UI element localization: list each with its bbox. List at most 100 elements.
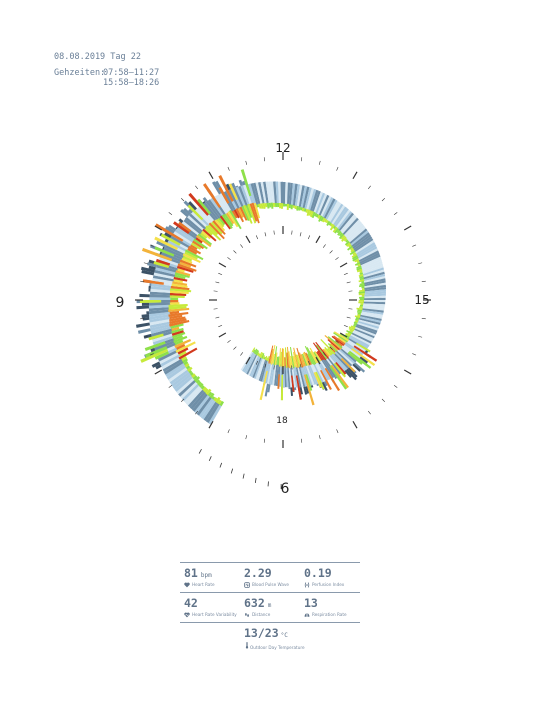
activity-bar — [327, 336, 343, 349]
activity-bar — [358, 293, 365, 296]
tick-mark — [381, 197, 386, 202]
activity-bar — [361, 286, 365, 289]
activity-bar — [350, 247, 354, 251]
activity-bar — [258, 353, 261, 357]
tick-mark — [346, 281, 351, 284]
spiral-segment — [362, 305, 385, 309]
activity-bar — [205, 388, 212, 396]
spiral-segment — [346, 338, 366, 353]
spiral-segment — [339, 214, 356, 233]
tick-mark — [227, 166, 230, 171]
tick-mark — [227, 257, 231, 261]
activity-bar — [338, 233, 345, 240]
activity-bar — [347, 332, 352, 336]
activity-bar — [210, 221, 223, 235]
activity-bar — [245, 204, 253, 219]
tick-mark — [180, 398, 185, 403]
tick-mark — [393, 384, 398, 388]
activity-bar — [211, 396, 216, 400]
activity-bar — [346, 242, 351, 247]
spiral-segment — [249, 355, 260, 377]
activity-bar — [320, 216, 325, 222]
activity-bar — [233, 209, 240, 219]
intensity-bar — [347, 367, 358, 378]
activity-bar — [359, 275, 364, 279]
spiral-segment — [167, 240, 189, 253]
activity-bar — [303, 208, 307, 212]
intensity-bar — [165, 226, 175, 234]
tick-mark — [335, 257, 339, 261]
intensity-bar — [141, 269, 155, 276]
activity-bar — [300, 354, 306, 367]
spiral-segment — [252, 356, 262, 379]
activity-bar — [332, 226, 338, 233]
spiral-segment — [149, 302, 172, 306]
activity-bar — [308, 210, 313, 216]
spiral-segment — [300, 185, 308, 208]
activity-bar — [354, 315, 361, 319]
activity-bar — [227, 211, 239, 228]
activity-bar — [333, 331, 349, 342]
spiral-segment — [170, 235, 191, 249]
temperature-value: 13/23 — [244, 626, 279, 640]
spiral-segment — [288, 365, 293, 388]
activity-bar — [316, 351, 323, 361]
tick-mark — [143, 262, 148, 265]
spiral-segment — [298, 365, 306, 387]
intensity-bar — [225, 183, 231, 191]
spiral-segment — [354, 326, 376, 337]
spiral-segment — [197, 206, 214, 225]
peak-bar — [329, 365, 348, 390]
spiral-segment — [357, 248, 379, 261]
activity-bar — [314, 212, 318, 217]
intensity-bar — [294, 387, 297, 391]
peak-bar — [295, 375, 302, 400]
spiral-segment — [358, 250, 380, 263]
spiral-segment — [348, 336, 369, 349]
tick-mark — [254, 477, 257, 483]
spiral-segment — [233, 187, 245, 209]
tick-mark — [335, 339, 339, 343]
activity-bar — [326, 220, 331, 226]
activity-bar — [336, 229, 341, 234]
activity-bar — [203, 388, 209, 394]
thermometer-icon — [245, 642, 249, 649]
activity-bar — [168, 307, 190, 313]
activity-bar — [355, 317, 360, 320]
intensity-bar — [136, 305, 150, 310]
intensity-bar — [188, 201, 197, 211]
spiral-segment — [353, 238, 374, 253]
tick-mark — [403, 369, 412, 375]
intensity-bar — [235, 185, 239, 188]
tick-mark — [421, 280, 426, 283]
activity-bar — [193, 238, 208, 250]
stat-heart-rate-variability: 42 Heart Rate Variability — [180, 593, 240, 622]
activity-bar — [281, 348, 283, 368]
activity-bar — [254, 349, 259, 355]
spiral-segment — [173, 231, 194, 245]
activity-bar — [249, 203, 258, 222]
activity-bar — [357, 263, 361, 267]
activity-bar — [229, 209, 242, 230]
respiration-rate-value: 13 — [304, 596, 318, 610]
peak-bar — [139, 299, 162, 303]
tick-mark — [329, 250, 333, 254]
activity-bar — [301, 353, 308, 367]
spiral-segment — [315, 192, 326, 215]
activity-bar — [197, 381, 202, 386]
spiral-segment — [298, 185, 305, 208]
activity-bar — [169, 316, 186, 322]
activity-bar — [191, 242, 202, 250]
blood-pulse-wave-value: 2.29 — [244, 566, 272, 580]
peak-bar — [218, 186, 230, 204]
tick-mark — [218, 332, 227, 338]
clock-label-6: 6 — [281, 481, 290, 497]
spiral-segment — [265, 361, 272, 384]
activity-bar — [264, 202, 268, 208]
spiral-segment — [316, 360, 329, 381]
spiral-segment — [283, 182, 286, 205]
activity-bar — [328, 222, 332, 226]
spiral-segment — [363, 271, 385, 280]
activity-bar — [231, 210, 238, 219]
spiral-segment — [240, 185, 251, 207]
